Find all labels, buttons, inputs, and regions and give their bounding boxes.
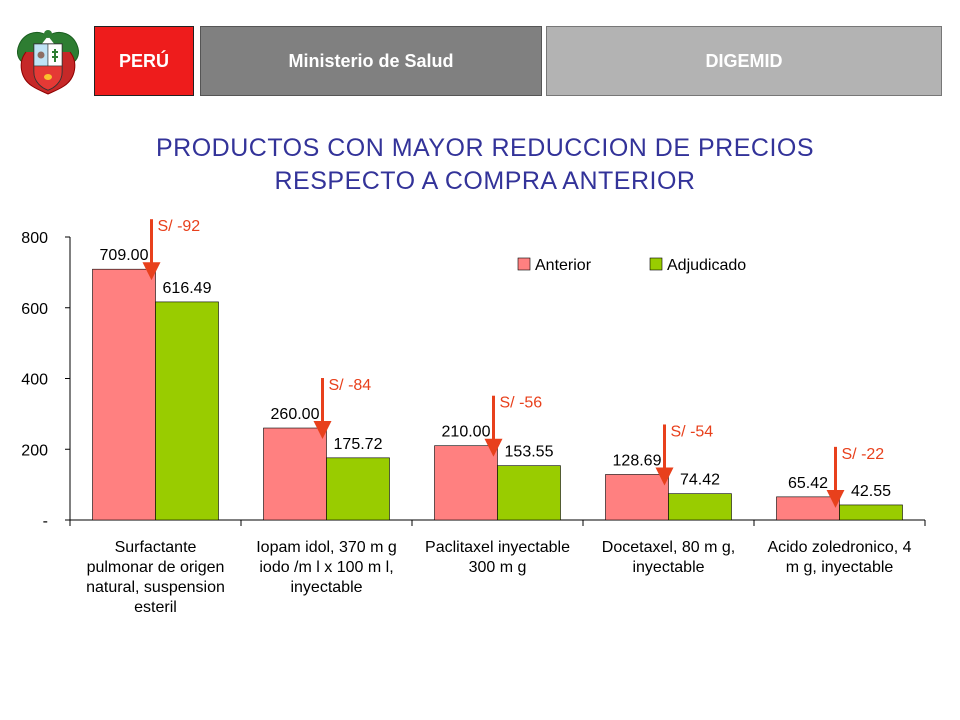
bar-adjudicado-1 (326, 457, 390, 521)
bar-anterior-4 (776, 496, 840, 521)
reduction-label-0: S/ -92 (158, 218, 201, 235)
category-label-line: 300 m g (468, 559, 527, 576)
page-title: PRODUCTOS CON MAYOR REDUCCION DE PRECIOS… (60, 132, 910, 198)
reduction-label-3: S/ -54 (671, 423, 714, 440)
peru-coat-of-arms-icon (17, 30, 79, 95)
bar-anterior-0 (92, 268, 156, 521)
category-label-line: inyectable (632, 559, 705, 576)
data-label-anterior-2: 210.00 (442, 424, 491, 441)
data-label-adjudicado-4: 42.55 (851, 483, 891, 500)
bar-anterior-1 (263, 427, 327, 521)
bar-adjudicado-2 (497, 465, 561, 521)
category-label-line: Iopam idol, 370 m g (256, 539, 397, 556)
data-label-anterior-0: 709.00 (100, 247, 149, 264)
category-label-3: Docetaxel, 80 m g, inyectable (584, 538, 754, 578)
y-tick-label: 600 (21, 301, 48, 318)
category-label-line: m g, inyectable (785, 559, 894, 576)
bar-anterior-3 (605, 474, 669, 521)
category-label-0: Surfactante pulmonar de origen natural, su… (71, 538, 241, 618)
y-tick-label: 800 (21, 230, 48, 247)
category-label-4: Acido zoledronico, 4 m g, inyectable (755, 538, 925, 578)
data-label-adjudicado-1: 175.72 (334, 436, 383, 453)
category-label-line: esteril (134, 599, 177, 616)
data-label-anterior-4: 65.42 (788, 475, 828, 492)
y-tick-label: - (43, 513, 48, 530)
reduction-label-4: S/ -22 (842, 446, 885, 463)
title-line-1: PRODUCTOS CON MAYOR REDUCCION DE PRECIOS (155, 134, 815, 162)
category-label-2: Paclitaxel inyectable 300 m g (413, 538, 583, 578)
category-label-line: pulmonar de origen (86, 559, 225, 576)
data-label-adjudicado-2: 153.55 (505, 444, 554, 461)
title-line-2: RESPECTO A COMPRA ANTERIOR (274, 167, 696, 195)
y-tick-label: 400 (21, 372, 48, 389)
category-label-line: natural, suspension (86, 579, 225, 596)
category-label-line: iodo /m l x 100 m l, (259, 559, 394, 576)
data-label-anterior-3: 128.69 (613, 452, 662, 469)
bar-anterior-2 (434, 445, 498, 521)
header-digemid: DIGEMID (546, 26, 942, 96)
category-label-line: Acido zoledronico, 4 (767, 539, 912, 556)
legend-swatch-anterior (517, 257, 531, 271)
category-label-line: Paclitaxel inyectable (425, 539, 570, 556)
legend-label-anterior: Anterior (535, 257, 592, 274)
category-label-line: Docetaxel, 80 m g, (601, 539, 736, 556)
category-label-1: Iopam idol, 370 m g iodo /m l x 100 m l, i… (242, 538, 412, 598)
legend-swatch-adjudicado (649, 257, 663, 271)
data-label-adjudicado-0: 616.49 (163, 280, 212, 297)
category-label-line: Surfactante (114, 539, 197, 556)
legend-label-adjudicado: Adjudicado (667, 257, 746, 274)
bar-adjudicado-4 (839, 504, 903, 521)
bar-adjudicado-0 (155, 301, 219, 521)
header-peru: PERÚ (94, 26, 194, 96)
data-label-anterior-1: 260.00 (271, 406, 320, 423)
header-ministerio: Ministerio de Salud (200, 26, 542, 96)
y-tick-label: 200 (21, 442, 48, 459)
data-label-adjudicado-3: 74.42 (680, 472, 720, 489)
reduction-label-1: S/ -84 (329, 377, 372, 394)
bar-adjudicado-3 (668, 493, 732, 521)
category-label-line: inyectable (290, 579, 363, 596)
reduction-label-2: S/ -56 (500, 395, 543, 412)
